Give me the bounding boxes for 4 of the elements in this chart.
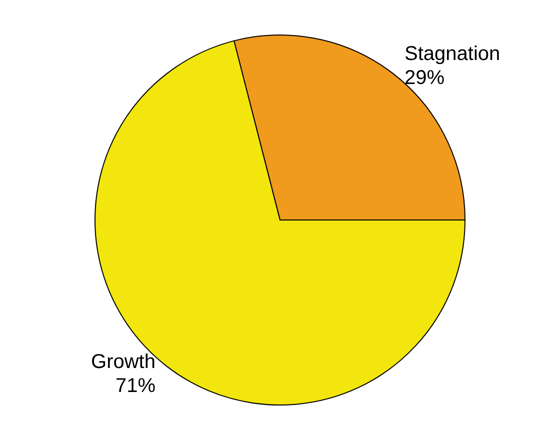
slice-label: Growth [91,351,156,374]
data-label: 71% [115,375,156,398]
data-label: 29% [404,66,445,89]
slice-label: Stagnation [404,42,500,65]
